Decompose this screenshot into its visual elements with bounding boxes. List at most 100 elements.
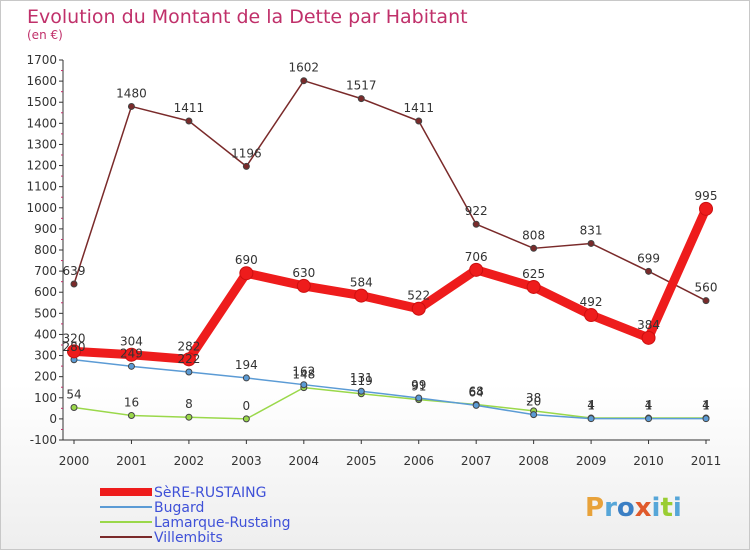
legend-label: Villembits: [154, 530, 223, 546]
data-point: [699, 201, 713, 216]
data-label: 99: [411, 378, 426, 392]
data-label: 4: [702, 398, 710, 412]
y-tick-label: 1700: [26, 53, 57, 67]
data-point: [702, 297, 710, 305]
logo-letter: i: [652, 493, 661, 523]
data-point: [472, 220, 480, 228]
data-point: [530, 244, 538, 252]
data-point: [127, 102, 135, 110]
data-label: 1411: [403, 101, 434, 115]
logo-letter: r: [604, 493, 617, 523]
data-label: 131: [350, 371, 373, 385]
data-point: [357, 95, 365, 103]
legend: SèRE-RUSTAINGBugardLamarque-RustaingVill…: [100, 485, 291, 546]
data-label: 560: [695, 281, 718, 295]
proxiti-logo: Proxiti: [585, 493, 682, 523]
x-tick-label: 2007: [461, 454, 492, 468]
x-tick-label: 2011: [691, 454, 722, 468]
data-point: [587, 415, 595, 423]
data-label: 1196: [231, 146, 262, 160]
x-tick-label: 2004: [289, 454, 320, 468]
logo-letter: P: [585, 493, 604, 523]
data-label: 249: [120, 346, 143, 360]
data-point: [411, 301, 426, 316]
series-layer: [67, 77, 713, 423]
x-tick-label: 2002: [174, 454, 205, 468]
data-point: [239, 266, 254, 281]
data-point: [124, 347, 139, 362]
axes: -100010020030040050060070080090010001100…: [26, 53, 721, 468]
x-tick-label: 2009: [576, 454, 607, 468]
data-label: 384: [637, 318, 660, 332]
x-tick-label: 2010: [633, 454, 664, 468]
y-tick-label: 1100: [26, 180, 57, 194]
data-label: 1517: [346, 79, 377, 93]
data-point: [70, 280, 78, 288]
data-label: 1602: [289, 61, 320, 75]
data-point: [415, 394, 423, 402]
logo-letter: x: [635, 493, 652, 523]
data-point: [526, 279, 541, 294]
legend-label: SèRE-RUSTAING: [154, 485, 266, 501]
data-label: 68: [469, 385, 484, 399]
x-tick-label: 2008: [518, 454, 549, 468]
y-tick-label: 900: [34, 222, 57, 236]
data-label: 699: [637, 251, 660, 265]
series-line: [73, 386, 706, 420]
y-tick-label: -100: [30, 433, 57, 447]
data-label: 808: [522, 228, 545, 242]
data-label: 584: [350, 276, 373, 290]
data-label: 625: [522, 267, 545, 281]
data-point: [587, 239, 595, 247]
data-label: 4: [645, 398, 653, 412]
data-point: [185, 413, 193, 421]
data-label: 20: [526, 395, 541, 409]
data-label: 54: [66, 387, 81, 401]
data-point: [185, 368, 193, 376]
data-label: 1480: [116, 86, 147, 100]
data-label: 706: [465, 250, 488, 264]
data-point: [645, 415, 653, 423]
data-label: 492: [580, 295, 603, 309]
x-tick-label: 2000: [59, 454, 90, 468]
data-label: 119: [350, 374, 373, 388]
data-label: 922: [465, 204, 488, 218]
data-label: 280: [63, 340, 86, 354]
data-point: [584, 308, 599, 323]
y-tick-label: 1600: [26, 74, 57, 88]
data-point: [415, 117, 423, 125]
data-label: 522: [407, 289, 430, 303]
data-point: [702, 415, 710, 423]
data-label: 0: [243, 399, 251, 413]
legend-label: Lamarque-Rustaing: [154, 515, 291, 531]
y-tick-label: 100: [34, 391, 57, 405]
data-point: [296, 278, 311, 293]
y-tick-label: 1000: [26, 201, 57, 215]
y-tick-label: 300: [34, 349, 57, 363]
data-point: [354, 288, 369, 303]
data-point: [357, 387, 365, 395]
data-point: [641, 330, 656, 345]
y-tick-label: 800: [34, 243, 57, 257]
chart-subtitle: (en €): [27, 28, 63, 42]
data-point: [127, 362, 135, 370]
data-point: [181, 352, 196, 367]
y-tick-label: 1200: [26, 159, 57, 173]
y-tick-label: 1300: [26, 137, 57, 151]
data-label: 1411: [174, 101, 205, 115]
data-point: [70, 403, 78, 411]
data-label: 91: [411, 380, 426, 394]
logo-letter: t: [660, 493, 672, 523]
data-label: 4: [587, 398, 595, 412]
data-point: [530, 411, 538, 419]
legend-label: Bugard: [154, 500, 204, 516]
x-tick-label: 2001: [116, 454, 147, 468]
series-line: [73, 207, 711, 364]
series-line: [73, 79, 707, 302]
data-label: 995: [695, 189, 718, 203]
data-label: 690: [235, 253, 258, 267]
data-point: [645, 267, 653, 275]
